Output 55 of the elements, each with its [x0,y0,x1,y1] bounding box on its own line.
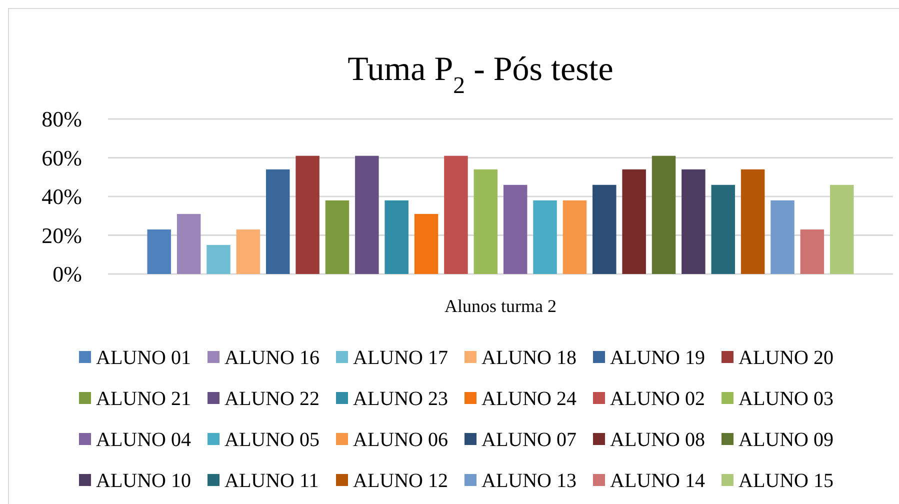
legend-label: ALUNO 17 [353,347,448,369]
bar [533,200,557,274]
legend-label: ALUNO 23 [353,388,448,410]
legend-label: ALUNO 02 [610,388,705,410]
y-tick-label: 40% [42,184,82,210]
legend-label: ALUNO 08 [610,429,705,451]
legend-label: ALUNO 12 [353,470,448,492]
legend-label: ALUNO 22 [224,388,320,410]
bar [622,169,646,274]
legend-label: ALUNO 01 [96,347,191,369]
bar [770,200,794,274]
bar [384,200,408,274]
x-axis-title: Alunos turma 2 [444,296,556,316]
bar [474,169,498,274]
bar [414,214,438,274]
legend-label: ALUNO 05 [224,429,320,451]
bar [503,184,528,274]
legend-label: ALUNO 07 [482,429,576,451]
bar [444,156,468,274]
bar [652,156,676,274]
legend-label: ALUNO 16 [224,347,320,369]
bar [325,200,350,274]
legend-label: ALUNO 09 [738,429,834,451]
legend-label: ALUNO 18 [482,347,576,369]
bar [296,156,320,274]
legend-label: ALUNO 03 [738,388,834,410]
bar [176,214,201,274]
y-tick-label: 20% [42,222,82,248]
bar [711,184,736,274]
bar [830,184,854,274]
chart-title: Tuma P$_{2}$ - Pós teste [348,51,614,99]
legend-label: ALUNO 14 [610,470,705,492]
y-tick-label: 60% [42,145,82,170]
bar [562,200,587,274]
bar [592,184,616,274]
bar [682,169,706,274]
legend-label: ALUNO 19 [610,347,705,369]
bar [355,156,379,274]
bar [740,169,765,274]
legend-label: ALUNO 06 [353,429,448,451]
legend-label: ALUNO 15 [738,470,834,492]
bar [800,229,824,274]
legend-label: ALUNO 11 [224,470,319,492]
bar [206,244,230,274]
y-tick-label: 80% [42,106,82,132]
legend-label: ALUNO 13 [482,470,576,492]
bar [236,229,260,274]
legend-label: ALUNO 10 [96,470,191,492]
legend-label: ALUNO 20 [738,347,834,369]
bar [266,169,290,274]
legend-label: ALUNO 04 [96,429,191,451]
y-tick-label: 0% [52,262,82,287]
legend-label: ALUNO 21 [96,388,191,410]
legend-label: ALUNO 24 [482,388,576,410]
bar [147,229,171,274]
